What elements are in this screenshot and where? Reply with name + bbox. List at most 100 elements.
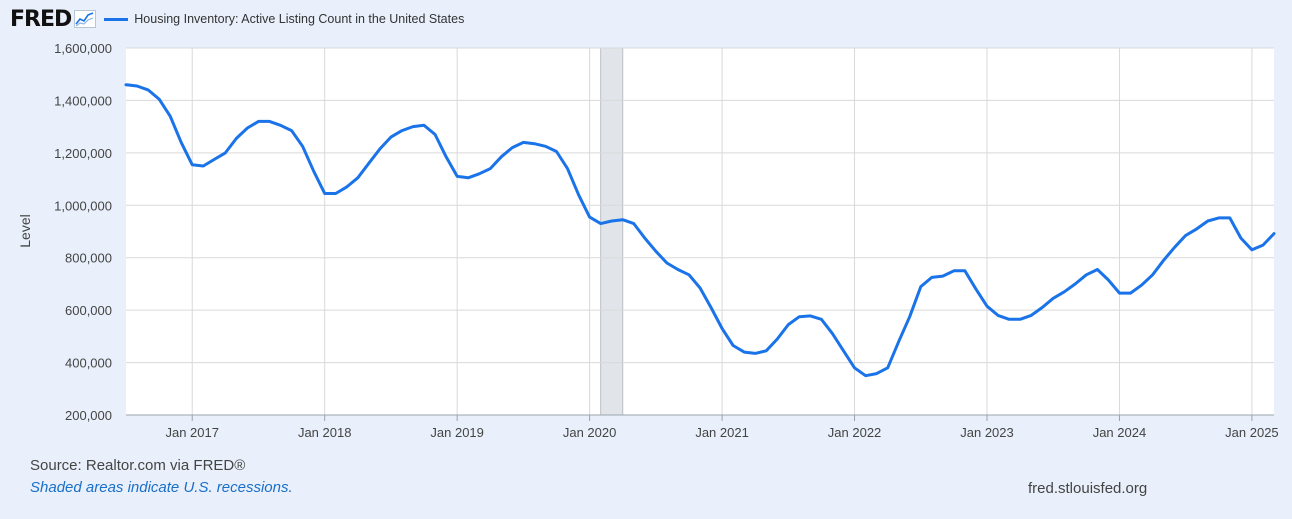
data-point[interactable] xyxy=(1106,278,1110,282)
data-point[interactable] xyxy=(1228,216,1232,220)
data-point[interactable] xyxy=(455,174,459,178)
data-point[interactable] xyxy=(687,273,691,277)
data-point[interactable] xyxy=(168,114,172,118)
data-point[interactable] xyxy=(279,123,283,127)
data-point[interactable] xyxy=(1261,243,1265,247)
data-point[interactable] xyxy=(433,133,437,137)
data-point[interactable] xyxy=(223,151,227,155)
data-point[interactable] xyxy=(610,219,614,223)
data-point[interactable] xyxy=(234,136,238,140)
data-point[interactable] xyxy=(919,285,923,289)
data-point[interactable] xyxy=(985,304,989,308)
data-point[interactable] xyxy=(157,97,161,101)
data-point[interactable] xyxy=(400,129,404,133)
data-point[interactable] xyxy=(190,163,194,167)
data-point[interactable] xyxy=(963,269,967,273)
data-point[interactable] xyxy=(1195,227,1199,231)
data-point[interactable] xyxy=(345,185,349,189)
data-point[interactable] xyxy=(257,119,261,123)
data-point[interactable] xyxy=(179,140,183,144)
data-point[interactable] xyxy=(864,374,868,378)
data-point[interactable] xyxy=(488,167,492,171)
data-point[interactable] xyxy=(588,215,592,219)
data-point[interactable] xyxy=(146,88,150,92)
data-point[interactable] xyxy=(775,337,779,341)
data-point[interactable] xyxy=(566,167,570,171)
data-point[interactable] xyxy=(466,176,470,180)
data-point[interactable] xyxy=(1095,268,1099,272)
data-point[interactable] xyxy=(124,83,128,87)
data-point[interactable] xyxy=(334,192,338,196)
data-point[interactable] xyxy=(1140,283,1144,287)
data-point[interactable] xyxy=(1206,219,1210,223)
data-point[interactable] xyxy=(1073,282,1077,286)
data-point[interactable] xyxy=(599,222,603,226)
data-point[interactable] xyxy=(290,129,294,133)
data-point[interactable] xyxy=(356,176,360,180)
data-point[interactable] xyxy=(1040,306,1044,310)
data-point[interactable] xyxy=(301,144,305,148)
data-point[interactable] xyxy=(786,323,790,327)
data-point[interactable] xyxy=(709,306,713,310)
data-point[interactable] xyxy=(1217,216,1221,220)
data-point[interactable] xyxy=(1250,248,1254,252)
data-point[interactable] xyxy=(632,222,636,226)
data-point[interactable] xyxy=(996,313,1000,317)
fred-url-link[interactable]: fred.stlouisfed.org xyxy=(1028,480,1148,497)
data-point[interactable] xyxy=(742,350,746,354)
data-point[interactable] xyxy=(389,135,393,139)
data-point[interactable] xyxy=(555,150,559,154)
data-point[interactable] xyxy=(135,84,139,88)
data-point[interactable] xyxy=(941,274,945,278)
data-point[interactable] xyxy=(1173,245,1177,249)
data-point[interactable] xyxy=(886,366,890,370)
data-point[interactable] xyxy=(499,155,503,159)
data-point[interactable] xyxy=(1151,273,1155,277)
data-point[interactable] xyxy=(1239,236,1243,240)
data-point[interactable] xyxy=(521,140,525,144)
data-point[interactable] xyxy=(268,119,272,123)
data-point[interactable] xyxy=(797,315,801,319)
data-point[interactable] xyxy=(808,314,812,318)
data-point[interactable] xyxy=(1084,273,1088,277)
data-point[interactable] xyxy=(444,155,448,159)
data-point[interactable] xyxy=(1007,317,1011,321)
data-point[interactable] xyxy=(1018,317,1022,321)
data-point[interactable] xyxy=(819,317,823,321)
data-point[interactable] xyxy=(731,344,735,348)
data-point[interactable] xyxy=(422,123,426,127)
data-point[interactable] xyxy=(764,349,768,353)
data-point[interactable] xyxy=(698,286,702,290)
data-point[interactable] xyxy=(908,315,912,319)
data-point[interactable] xyxy=(367,161,371,165)
data-point[interactable] xyxy=(510,146,514,150)
data-point[interactable] xyxy=(1162,258,1166,262)
data-point[interactable] xyxy=(853,366,857,370)
data-point[interactable] xyxy=(245,126,249,130)
data-point[interactable] xyxy=(1118,291,1122,295)
series-line[interactable] xyxy=(124,83,1276,378)
data-point[interactable] xyxy=(201,164,205,168)
fred-logo[interactable]: FRED xyxy=(10,7,97,32)
data-point[interactable] xyxy=(323,192,327,196)
data-point[interactable] xyxy=(477,172,481,176)
data-point[interactable] xyxy=(665,261,669,265)
data-point[interactable] xyxy=(1129,291,1133,295)
data-point[interactable] xyxy=(212,157,216,161)
data-point[interactable] xyxy=(831,332,835,336)
data-point[interactable] xyxy=(378,147,382,151)
data-point[interactable] xyxy=(720,327,724,331)
data-point[interactable] xyxy=(1051,296,1055,300)
data-point[interactable] xyxy=(842,349,846,353)
data-point[interactable] xyxy=(411,125,415,129)
data-point[interactable] xyxy=(897,340,901,344)
data-point[interactable] xyxy=(974,287,978,291)
data-point[interactable] xyxy=(1184,233,1188,237)
data-point[interactable] xyxy=(875,372,879,376)
data-point[interactable] xyxy=(312,169,316,173)
data-point[interactable] xyxy=(676,268,680,272)
data-point[interactable] xyxy=(643,236,647,240)
data-point[interactable] xyxy=(577,193,581,197)
data-point[interactable] xyxy=(1272,232,1276,236)
data-point[interactable] xyxy=(753,351,757,355)
